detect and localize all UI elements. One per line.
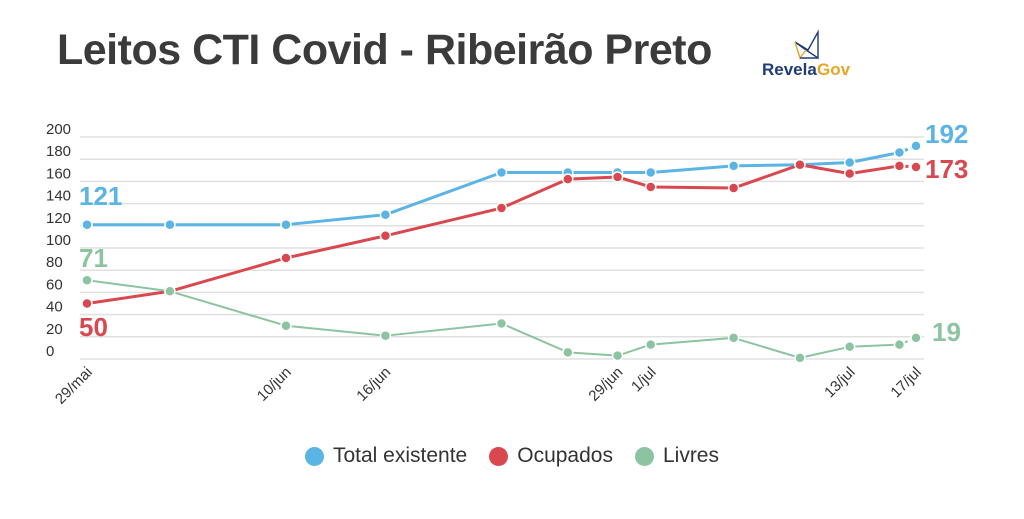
revelagov-logo: Revela Gov xyxy=(762,29,851,78)
series-end-label: 192 xyxy=(925,119,968,149)
series-line-1 xyxy=(86,163,900,305)
y-tick-label: 160 xyxy=(46,165,71,182)
data-point xyxy=(843,167,856,180)
legend-marker-icon xyxy=(304,446,324,466)
legend-label: Livres xyxy=(662,444,719,467)
x-tick-label: 10/jun xyxy=(254,364,295,405)
data-point xyxy=(379,329,392,342)
data-point xyxy=(164,218,176,231)
y-tick-label: 200 xyxy=(46,121,71,138)
y-tick-label: 120 xyxy=(46,210,71,227)
data-point xyxy=(727,182,740,194)
data-point xyxy=(611,171,624,183)
data-point xyxy=(562,173,574,185)
chart-title: Leitos CTI Covid - Ribeirão Preto xyxy=(57,26,712,74)
x-tick-label: 13/jul xyxy=(821,364,858,401)
data-point xyxy=(611,349,624,362)
data-point xyxy=(843,341,856,353)
data-point xyxy=(644,166,657,179)
data-point xyxy=(893,338,906,351)
x-tick-label: 16/jun xyxy=(353,364,394,405)
legend-marker-icon xyxy=(489,446,509,466)
data-point xyxy=(794,159,806,171)
data-point xyxy=(495,166,508,179)
data-point xyxy=(794,352,806,364)
x-tick-label: 1/jul xyxy=(628,364,659,395)
legend-label: Ocupados xyxy=(517,444,613,467)
series-end-label: 173 xyxy=(925,154,968,184)
y-tick-label: 180 xyxy=(46,143,71,160)
series-line-2 xyxy=(86,279,900,359)
data-point xyxy=(164,285,176,298)
series-line-0 xyxy=(87,151,900,227)
data-point xyxy=(727,160,740,172)
series-start-label: 50 xyxy=(79,312,108,342)
data-point xyxy=(495,317,508,330)
y-tick-label: 100 xyxy=(46,232,71,249)
y-tick-label: 20 xyxy=(46,321,63,338)
legend-label: Total existente xyxy=(332,444,468,467)
legend: Total existente Ocupados Livres xyxy=(0,444,1024,468)
data-point xyxy=(379,208,392,221)
series-start-label: 71 xyxy=(79,243,108,273)
y-tick-label: 80 xyxy=(46,254,63,271)
y-tick-label: 140 xyxy=(46,188,71,205)
logo-text-gov: Gov xyxy=(817,60,851,78)
legend-item: Ocupados xyxy=(489,444,613,468)
data-point xyxy=(280,319,292,332)
y-tick-label: 0 xyxy=(46,343,54,360)
data-point xyxy=(843,156,856,169)
data-point xyxy=(379,230,392,242)
data-point xyxy=(644,338,657,351)
series-end-label: 19 xyxy=(932,317,961,347)
legend-item: Livres xyxy=(634,444,719,468)
y-tick-label: 60 xyxy=(46,276,63,293)
data-point xyxy=(910,332,922,344)
y-tick-label: 40 xyxy=(46,299,63,316)
x-tick-label: 29/mai xyxy=(52,364,96,408)
data-point xyxy=(280,218,292,231)
line-chart: 0 20 40 60 80 100 120 140 160 180 200 29/mai 10/jun 1… xyxy=(46,119,968,408)
data-point xyxy=(280,252,292,264)
x-tick-label: 17/jul xyxy=(887,364,924,401)
data-point xyxy=(81,218,93,231)
legend-item: Total existente xyxy=(304,444,468,468)
data-point xyxy=(562,346,574,359)
x-tick-label: 29/jun xyxy=(585,364,626,405)
data-point xyxy=(727,332,740,344)
data-point xyxy=(893,146,906,159)
data-point xyxy=(495,202,508,214)
data-point xyxy=(910,161,922,173)
data-point xyxy=(910,140,922,152)
series-start-label: 121 xyxy=(79,181,122,211)
data-point xyxy=(81,297,93,310)
legend-marker-icon xyxy=(634,446,654,466)
data-point xyxy=(644,181,657,193)
logo-text-revela: Revela xyxy=(762,60,817,78)
data-point xyxy=(893,160,906,172)
data-point xyxy=(81,274,93,286)
logo-mark-icon xyxy=(794,29,819,60)
